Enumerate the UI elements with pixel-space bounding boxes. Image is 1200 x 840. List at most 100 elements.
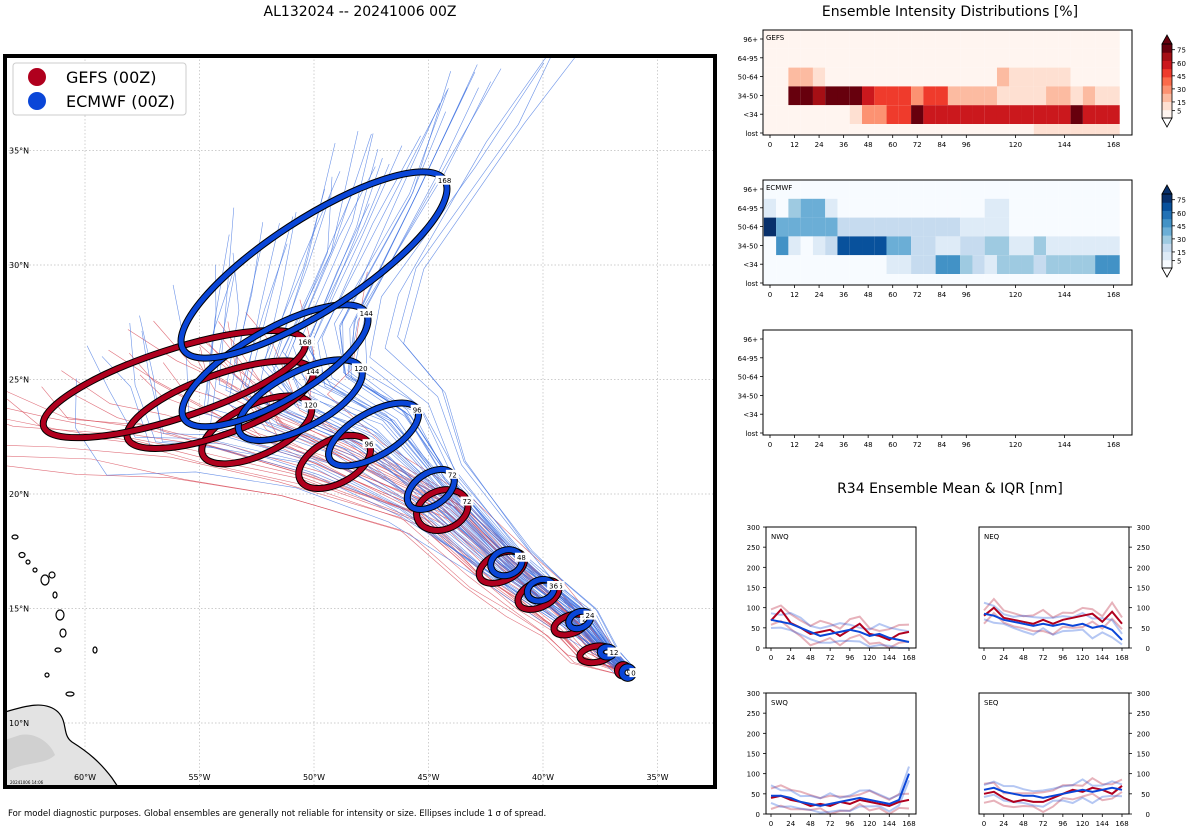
heatmap-cell (1021, 105, 1034, 124)
heatmap-ylabel: <34 (743, 261, 758, 269)
heatmap-cell (996, 86, 1010, 106)
heatmap-cell (960, 255, 973, 274)
heatmap-cell (763, 236, 777, 256)
heatmap-cell (1033, 255, 1047, 274)
heatmap-cell (1107, 105, 1120, 124)
heatmap-xlabel: 12 (790, 291, 799, 299)
heatmap-cell (837, 217, 850, 237)
colorbar-segment (1162, 218, 1172, 228)
heatmap-xlabel: 168 (1107, 291, 1120, 299)
island (18, 551, 26, 559)
heatmap-cell (776, 30, 789, 49)
r34-background (766, 693, 916, 814)
heatmap-cell (763, 105, 777, 124)
r34-ylabel: 200 (747, 730, 760, 738)
heatmap-cell (825, 236, 838, 256)
heatmap-cell (1058, 48, 1071, 68)
heatmap-cell (837, 67, 850, 87)
heatmap-cell (923, 105, 936, 124)
heatmap-cell (1021, 48, 1034, 68)
colorbar-label: 45 (1177, 223, 1186, 231)
r34-xlabel: 96 (845, 654, 854, 662)
heatmap-cell (849, 124, 863, 135)
ecmwf-hour-label-bg (607, 647, 621, 657)
r34-xlabel: 168 (1115, 820, 1128, 828)
heatmap-cell (776, 180, 789, 199)
heatmap-cell (972, 180, 985, 199)
colorbar-label: 30 (1177, 86, 1186, 94)
heatmap-cell (1021, 198, 1034, 218)
heatmap-ylabel: 34-50 (738, 392, 758, 400)
map-frame (3, 54, 717, 789)
heatmap-xlabel: 36 (839, 141, 848, 149)
r34-mean-ecmwf (770, 618, 910, 643)
heatmap-xlabel: 60 (888, 291, 897, 299)
heatmap-cell (984, 30, 998, 49)
r34-panel-swq: SWQ 300 250 200 150 100 50 0 0 24 48 72 96 120 144 168 (747, 690, 917, 828)
heatmap-cell (788, 86, 801, 106)
heatmap-cell (886, 255, 899, 274)
heatmap-cell (776, 198, 789, 218)
heatmap-cell (812, 67, 826, 87)
heatmap-cell (1009, 198, 1022, 218)
heatmap-cell (886, 67, 899, 87)
r34-xlabel: 96 (845, 820, 854, 828)
lon-label-55: 55°W (188, 773, 210, 782)
heatmap-cell (996, 67, 1010, 87)
heatmap-ylabel: 34-50 (738, 92, 758, 100)
heatmap-cell (788, 124, 801, 135)
heatmap-cell (874, 67, 887, 87)
heatmap-ylabel: 96+ (743, 36, 758, 44)
heatmap-cell (947, 67, 961, 87)
heatmap-cell (1033, 105, 1047, 124)
heatmap-cell (960, 180, 973, 199)
heatmap-cell (1095, 180, 1108, 199)
r34-title: R34 Ensemble Mean & IQR [nm] (837, 481, 1063, 497)
heatmap-cell (825, 48, 838, 68)
heatmap-cell (1095, 236, 1108, 256)
heatmap-cell (837, 105, 850, 124)
heatmap-cell (1107, 180, 1120, 199)
heatmap-cell (1070, 105, 1083, 124)
heatmap-xlabel: 168 (1107, 141, 1120, 149)
land-shading (5, 734, 55, 770)
legend-label-1: ECMWF (00Z) (66, 92, 175, 111)
colorbar-segment (1162, 194, 1172, 203)
heatmap-cell (911, 217, 924, 237)
ecmwf-hour-label-96: 96 (413, 406, 422, 414)
heatmap-cell (812, 255, 826, 274)
heatmap-cell (849, 217, 863, 237)
ecmwf-hour-label-24: 24 (586, 612, 595, 620)
island (65, 691, 75, 697)
heatmap-xlabel: 48 (864, 441, 873, 449)
heatmap-cell (800, 67, 813, 87)
heatmap-cell (862, 67, 875, 87)
colorbar-label: 75 (1177, 197, 1186, 205)
heatmap-cell (1082, 198, 1096, 218)
r34-ylabel: 0 (1146, 811, 1150, 819)
heatmap-cell (837, 198, 850, 218)
r34-iqr-gefs (770, 802, 910, 816)
heatmap-cell (1033, 274, 1047, 285)
heatmap-frame-top (762, 29, 1133, 136)
heatmap-cell (1082, 48, 1096, 68)
heatmap-cell (763, 217, 777, 237)
heatmap-cell (874, 274, 887, 285)
r34-xlabel: 0 (769, 820, 773, 828)
island (11, 534, 19, 540)
heatmap-cell (923, 67, 936, 87)
heatmap-cell (1095, 30, 1108, 49)
heatmap-cell (898, 30, 912, 49)
heatmap-cell (825, 67, 838, 87)
heatmap-cell (972, 105, 985, 124)
r34-xlabel: 96 (1058, 820, 1067, 828)
heatmap-cell (800, 48, 813, 68)
colorbar-label: 60 (1177, 210, 1186, 218)
colorbar-segment (1162, 68, 1172, 78)
heatmap-cell (1082, 105, 1096, 124)
heatmap-cell (960, 48, 973, 68)
heatmap-cell (837, 236, 850, 256)
heatmap-xlabel: 120 (1009, 141, 1022, 149)
r34-ylabel: 50 (1141, 791, 1150, 799)
